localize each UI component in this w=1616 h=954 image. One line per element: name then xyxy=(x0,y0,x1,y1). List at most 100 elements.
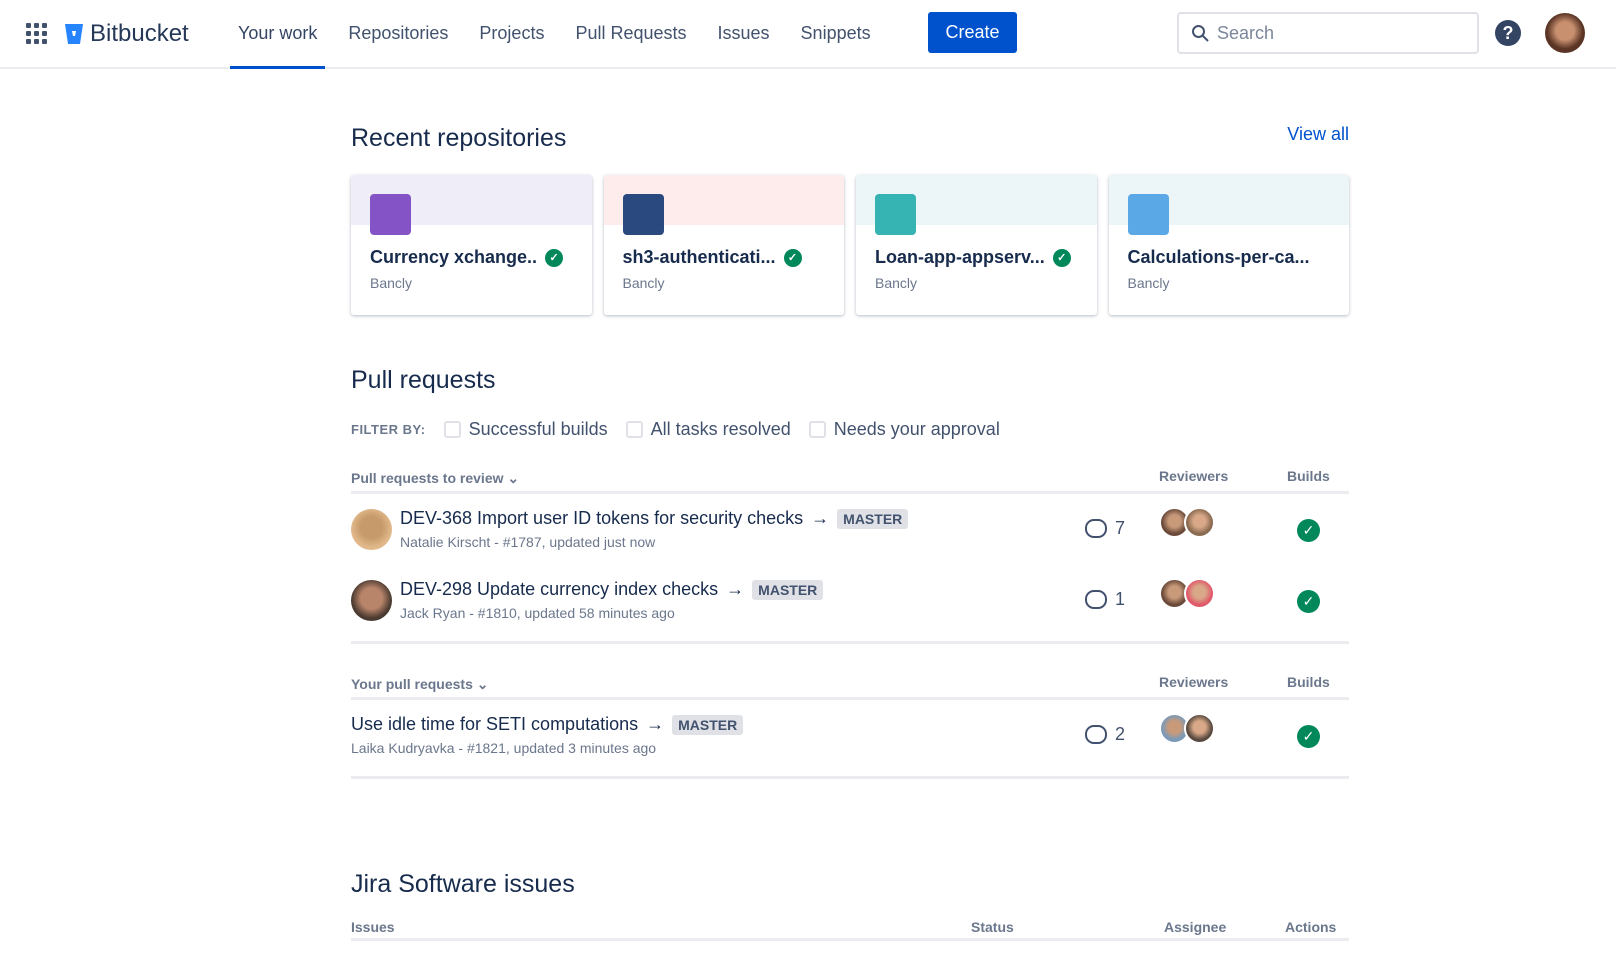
pr-title[interactable]: DEV-298 Update currency index checks xyxy=(400,579,719,599)
reviewer-avatar xyxy=(1184,578,1215,609)
create-button[interactable]: Create xyxy=(928,12,1017,53)
pr-title[interactable]: DEV-368 Import user ID tokens for securi… xyxy=(400,508,804,528)
repo-name[interactable]: Loan-app-appserv... xyxy=(875,247,1045,267)
author-avatar xyxy=(351,509,392,550)
arrow-right-icon: → xyxy=(811,508,830,528)
filter-label: FILTER BY: xyxy=(351,422,426,437)
repo-icon xyxy=(622,194,664,235)
pull-requests-section: Pull requests FILTER BY: Successful buil… xyxy=(351,366,1349,779)
pull-request-row[interactable]: Use idle time for SETI computations → MAST… xyxy=(351,700,1349,771)
comment-icon xyxy=(1085,725,1107,744)
build-success-icon: ✓ xyxy=(783,248,802,267)
yours-header: Your pull requests ⌄ Reviewers Builds xyxy=(351,664,1349,700)
recent-repositories: Recent repositories View all Currency xc… xyxy=(351,124,1349,315)
comment-count: 2 xyxy=(1115,724,1126,744)
column-assignee: Assignee xyxy=(1164,919,1227,935)
reviewer-avatar xyxy=(1184,507,1215,538)
repo-owner: Bancly xyxy=(370,275,413,291)
review-header: Pull requests to review ⌄ Reviewers Builds xyxy=(351,458,1349,494)
search-input[interactable]: Search xyxy=(1177,12,1479,54)
comments: 7 xyxy=(1085,518,1125,539)
repo-name[interactable]: Calculations-per-ca... xyxy=(1127,247,1310,267)
reviewers-column: Reviewers xyxy=(1159,468,1229,484)
nav-projects[interactable]: Projects xyxy=(479,23,545,43)
search-placeholder: Search xyxy=(1217,22,1275,43)
section-title: Pull requests xyxy=(351,366,496,394)
branch-tag: MASTER xyxy=(752,579,824,600)
column-issues: Issues xyxy=(351,919,395,935)
reviewer-avatar xyxy=(1184,713,1215,744)
build-success-icon: ✓ xyxy=(545,248,564,267)
repo-owner: Bancly xyxy=(622,275,665,291)
builds-column: Builds xyxy=(1287,674,1330,690)
checkbox[interactable] xyxy=(808,421,826,438)
filter-all-tasks-resolved[interactable]: All tasks resolved xyxy=(625,419,791,440)
filter-needs-approval[interactable]: Needs your approval xyxy=(808,419,1000,440)
view-all-link[interactable]: View all xyxy=(1287,124,1349,144)
pull-request-row[interactable]: DEV-298 Update currency index checks → MAS… xyxy=(351,565,1349,636)
comments: 2 xyxy=(1085,724,1125,745)
bitbucket-icon xyxy=(65,24,83,44)
nav-repositories[interactable]: Repositories xyxy=(348,23,449,43)
section-dropdown[interactable]: Pull requests to review ⌄ xyxy=(351,470,520,486)
nav-your-work[interactable]: Your work xyxy=(230,0,326,69)
build-success-icon: ✓ xyxy=(1297,519,1320,542)
checkbox-label: All tasks resolved xyxy=(650,419,791,439)
repo-icon xyxy=(1127,194,1169,235)
comment-icon xyxy=(1085,590,1107,609)
filter-bar: FILTER BY: Successful builds All tasks r… xyxy=(351,419,1349,440)
repo-icon xyxy=(875,194,916,235)
repo-name[interactable]: Currency xchange.. xyxy=(370,247,538,267)
repo-owner: Bancly xyxy=(1127,275,1170,291)
repo-card[interactable]: sh3-authenticati... ✓ Bancly xyxy=(603,175,844,315)
help-icon[interactable]: ? xyxy=(1495,20,1521,46)
author-avatar xyxy=(351,580,392,621)
arrow-right-icon: → xyxy=(646,714,665,734)
section-title: Recent repositories xyxy=(351,124,567,152)
reviewers xyxy=(1159,578,1215,609)
checkbox-label: Needs your approval xyxy=(833,419,1000,439)
divider xyxy=(351,776,1349,779)
builds-column: Builds xyxy=(1287,468,1330,484)
checkbox[interactable] xyxy=(443,421,461,438)
pull-request-row[interactable]: DEV-368 Import user ID tokens for securi… xyxy=(351,494,1349,565)
checkbox[interactable] xyxy=(625,421,643,438)
column-status: Status xyxy=(971,919,1014,935)
branch-tag: MASTER xyxy=(672,714,744,735)
reviewers xyxy=(1159,713,1215,744)
filter-successful-builds[interactable]: Successful builds xyxy=(443,419,608,440)
divider xyxy=(351,641,1349,644)
comment-count: 1 xyxy=(1115,589,1126,609)
checkbox-label: Successful builds xyxy=(468,419,608,439)
repo-card[interactable]: Calculations-per-ca... Bancly xyxy=(1108,175,1349,315)
section-dropdown[interactable]: Your pull requests ⌄ xyxy=(351,676,489,692)
bitbucket-logo[interactable]: Bitbucket xyxy=(64,20,189,48)
build-success-icon: ✓ xyxy=(1052,248,1071,267)
reviewers-column: Reviewers xyxy=(1159,674,1229,690)
user-avatar[interactable] xyxy=(1545,13,1585,53)
branch-tag: MASTER xyxy=(837,508,909,529)
nav-pull-requests[interactable]: Pull Requests xyxy=(575,23,687,43)
repo-card[interactable]: Loan-app-appserv... ✓ Bancly xyxy=(856,175,1097,315)
top-nav: Bitbucket Your work Repositories Project… xyxy=(0,0,1616,69)
column-actions: Actions xyxy=(1285,919,1337,935)
comment-count: 7 xyxy=(1115,518,1126,538)
nav-issues[interactable]: Issues xyxy=(717,23,770,43)
pr-meta: Laika Kudryavka - #1821, updated 3 minut… xyxy=(351,740,657,756)
repo-icon xyxy=(370,194,411,235)
pr-meta: Jack Ryan - #1810, updated 58 minutes ag… xyxy=(400,605,675,621)
reviewers xyxy=(1159,507,1215,538)
nav-snippets[interactable]: Snippets xyxy=(800,23,871,43)
repo-name[interactable]: sh3-authenticati... xyxy=(622,247,776,267)
search-icon xyxy=(1192,25,1209,42)
jira-table-header: Issues Status Assignee Actions xyxy=(351,911,1349,941)
comments: 1 xyxy=(1085,589,1125,610)
arrow-right-icon: → xyxy=(726,579,745,599)
pr-title[interactable]: Use idle time for SETI computations xyxy=(351,714,639,734)
pr-meta: Natalie Kirscht - #1787, updated just no… xyxy=(400,534,656,550)
comment-icon xyxy=(1085,519,1107,538)
repo-owner: Bancly xyxy=(875,275,918,291)
app-switcher-icon[interactable] xyxy=(26,23,48,45)
build-success-icon: ✓ xyxy=(1297,590,1320,613)
repo-card[interactable]: Currency xchange.. ✓ Bancly xyxy=(351,175,592,315)
